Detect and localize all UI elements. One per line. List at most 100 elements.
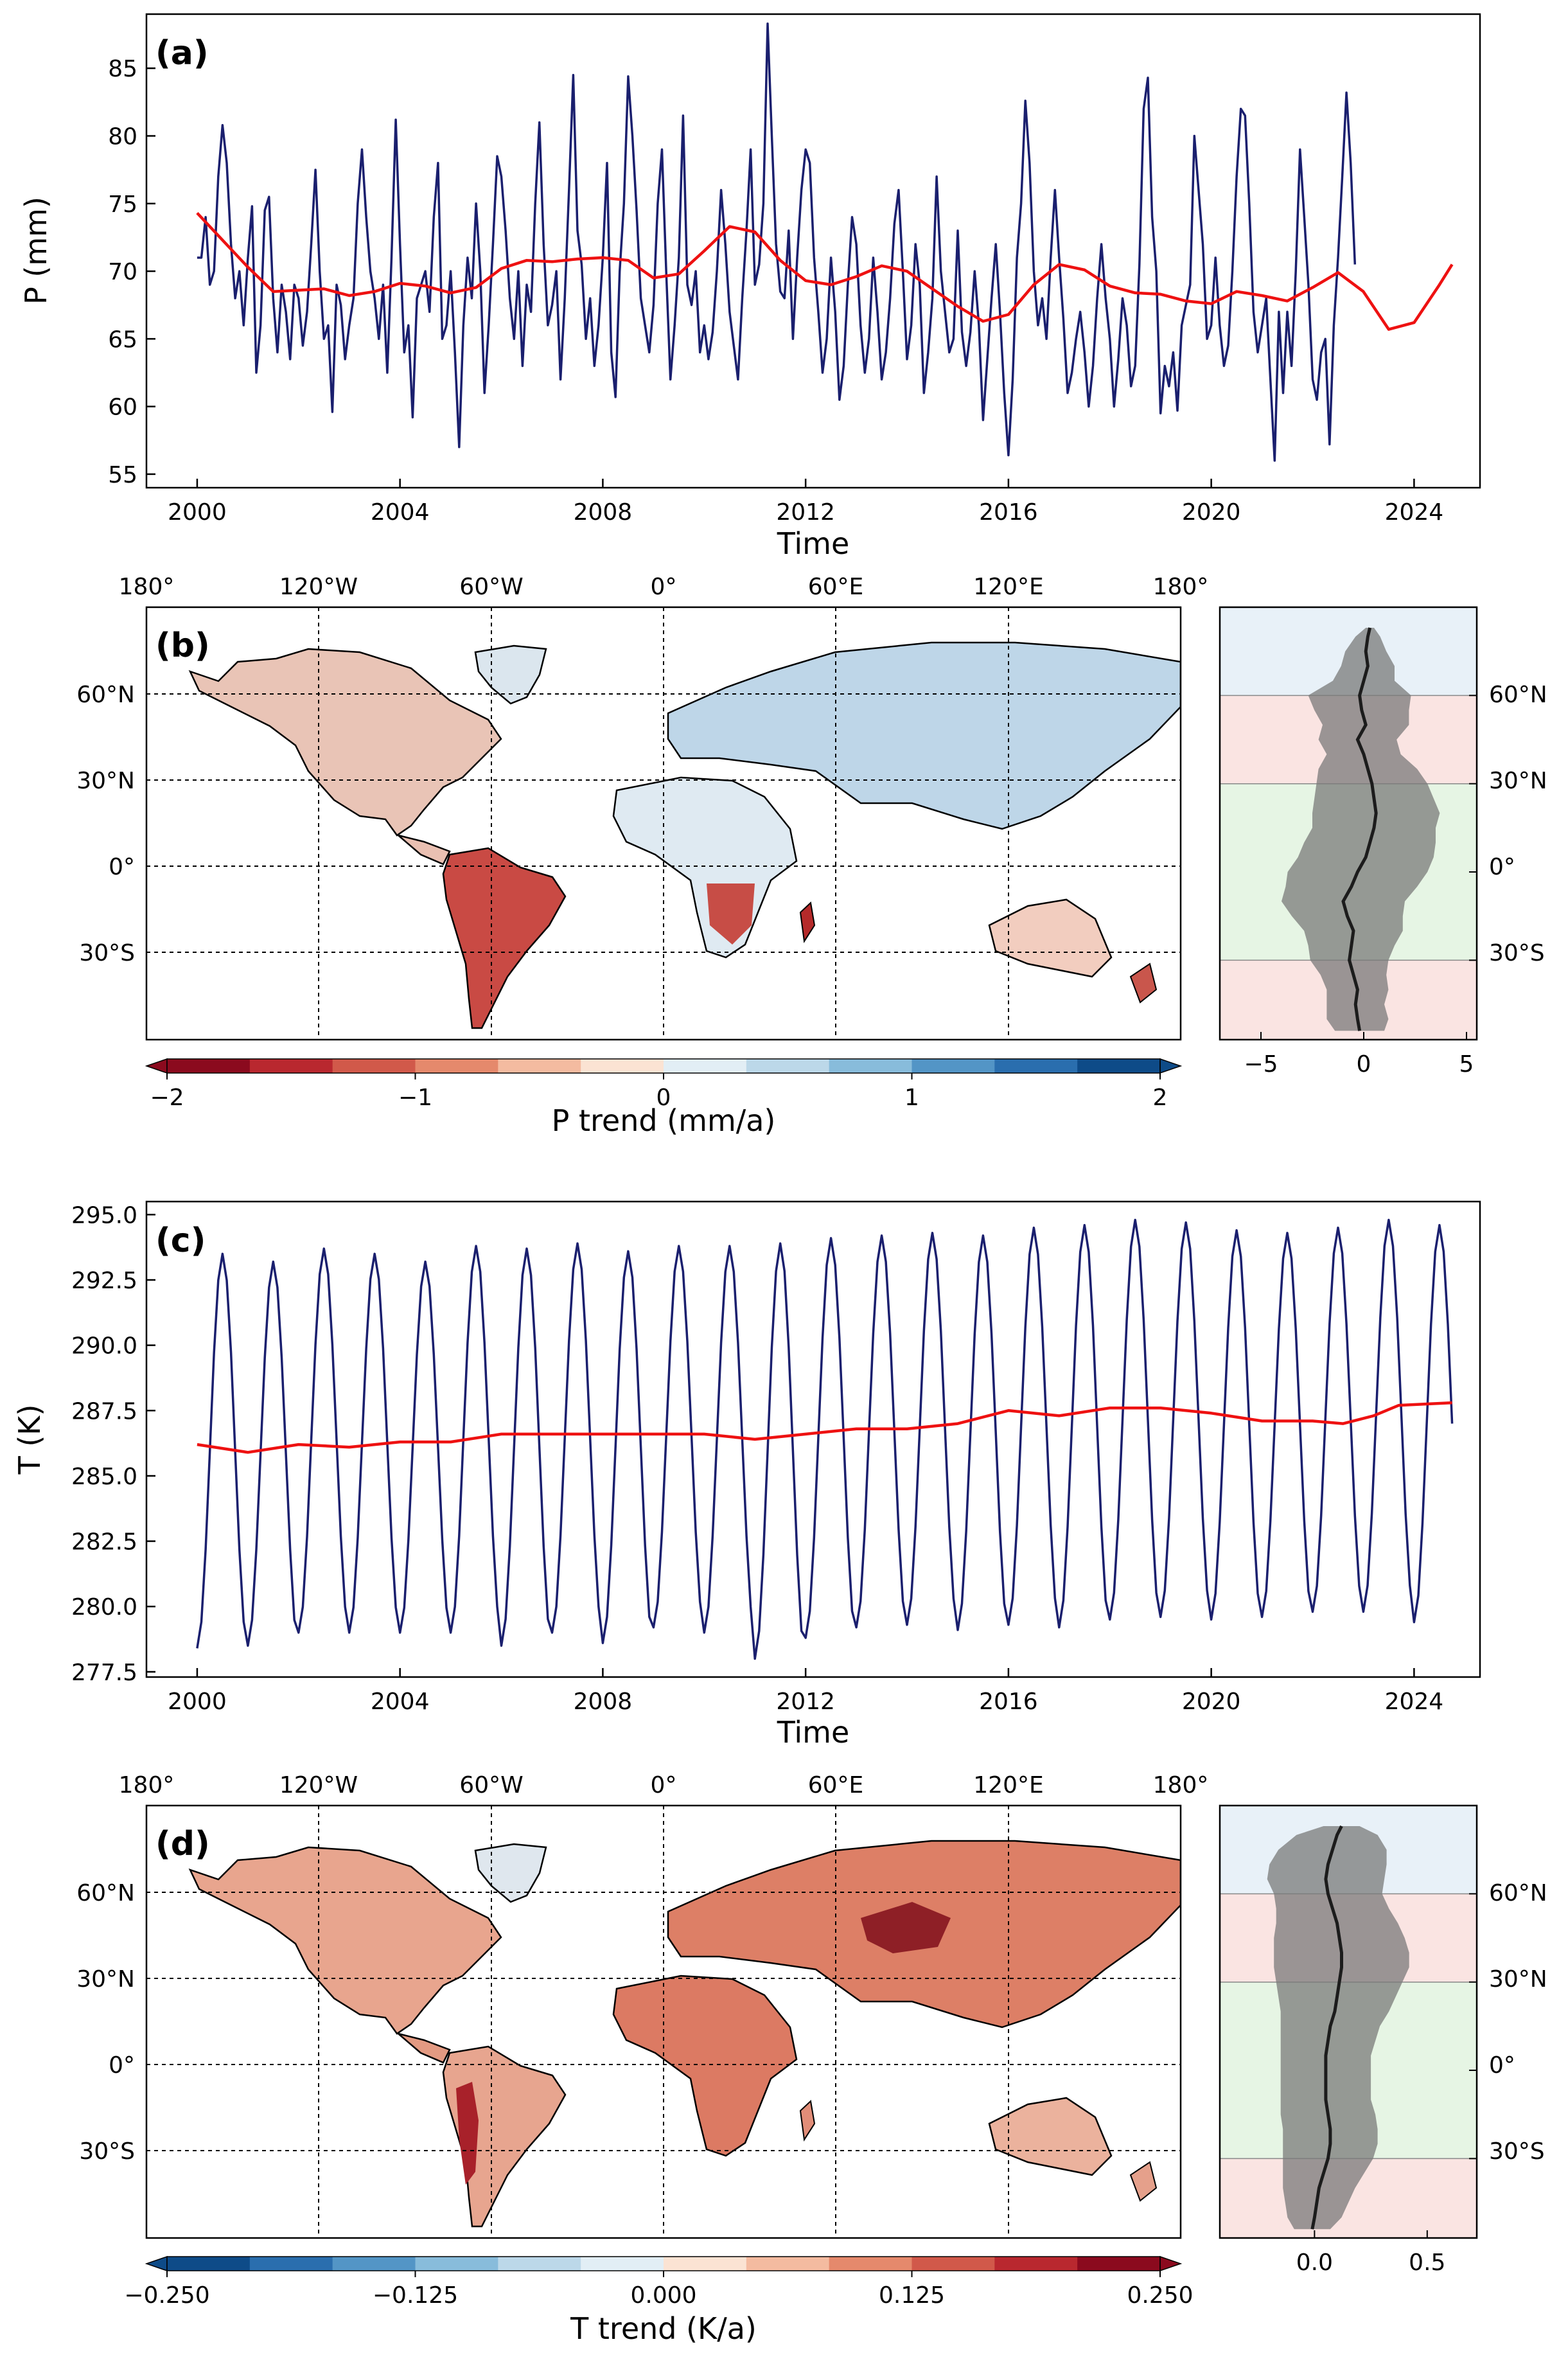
- colorbar-extend-high: [1159, 1058, 1183, 1074]
- x-tick-label: 2008: [574, 1689, 633, 1715]
- y-tick-label: 295.0: [71, 1202, 137, 1229]
- colorbar-segment: [498, 1059, 581, 1073]
- colorbar-segment: [746, 1059, 830, 1073]
- x-tick-label: 2020: [1182, 1689, 1241, 1715]
- lat-tick: 30°N: [76, 768, 135, 794]
- profile-d-lat-ticks: 60°N 30°N 0° 30°S: [1489, 1880, 1547, 2165]
- panel-a-x-ticks: 2000 2004 2008 2012 2016 2020 2024: [168, 479, 1443, 526]
- lon-tick: 120°W: [279, 1772, 358, 1798]
- lon-tick: 0°: [651, 574, 677, 600]
- x-tick-label: 2000: [168, 499, 227, 526]
- panel-d-gridlines: [146, 1806, 1181, 2238]
- colorbar-segment: [498, 2257, 581, 2271]
- lat-tick: 30°S: [79, 2138, 135, 2165]
- colorbar-segment: [581, 2257, 664, 2271]
- colorbar-b-segments: [145, 1058, 1183, 1074]
- colorbar-extend-low: [145, 1058, 168, 1074]
- colorbar-tick-label: −1: [398, 1085, 432, 1111]
- y-tick-label: 277.5: [71, 1660, 137, 1686]
- x-tick-label: 2008: [574, 499, 633, 526]
- andes-warming: [456, 2082, 479, 2185]
- lon-tick: 60°E: [808, 574, 864, 600]
- profile-lat-tick: 30°N: [1489, 768, 1547, 794]
- colorbar-segment: [1077, 1059, 1161, 1073]
- profile-x-tick-label: −5: [1244, 1051, 1278, 1078]
- profile-b-lat-ticks: 60°N 30°N 0° 30°S: [1489, 682, 1547, 966]
- panel-c-y-ticks: 277.5 280.0 282.5 285.0 287.5 290.0 292.5 295.0: [71, 1202, 155, 1686]
- colorbar-segment: [994, 1059, 1078, 1073]
- colorbar-segment: [1077, 2257, 1161, 2271]
- colorbar-segment: [332, 1059, 416, 1073]
- colorbar-segment: [167, 2257, 251, 2271]
- profile-x-tick-label: 5: [1459, 1051, 1474, 1078]
- temp-monthly-series: [196, 1218, 1454, 1660]
- colorbar-tick-label: 0.250: [1127, 2282, 1193, 2309]
- panel-c-label: (c): [155, 1221, 206, 1260]
- y-tick-label: 290.0: [71, 1333, 137, 1360]
- colorbar-extend-low: [145, 2255, 168, 2272]
- madagascar: [799, 901, 816, 943]
- colorbar-segment: [664, 2257, 747, 2271]
- colorbar-tick-label: 0: [656, 1085, 671, 1111]
- panel-b-label: (b): [155, 626, 210, 665]
- profile-d-frame: [1219, 1804, 1478, 2239]
- profile-x-tick-label: 0.5: [1409, 2250, 1445, 2276]
- precip-moving-average: [196, 211, 1454, 331]
- y-tick-label: 85: [108, 56, 137, 82]
- x-tick-label: 2020: [1182, 499, 1241, 526]
- y-tick-label: 80: [108, 124, 137, 150]
- lon-tick: 180°: [119, 574, 175, 600]
- y-tick-label: 75: [108, 191, 137, 218]
- profile-lat-tick: 30°S: [1489, 2138, 1545, 2165]
- y-tick-label: 60: [108, 395, 137, 421]
- colorbar-segment: [912, 1059, 995, 1073]
- profile-d-x-ticks: 0.0 0.5: [1296, 1893, 1477, 2276]
- panel-d-label: (d): [155, 1825, 210, 1863]
- panel-d-profile: 0.0 0.5 60°N 30°N 0° 30°S: [1219, 1804, 1547, 2276]
- x-tick-label: 2016: [979, 499, 1038, 526]
- north-america: [188, 1846, 502, 2035]
- colorbar-segment: [994, 2257, 1078, 2271]
- y-tick-label: 285.0: [71, 1464, 137, 1490]
- colorbar-segment: [912, 2257, 995, 2271]
- lon-tick: 60°W: [459, 574, 523, 600]
- panel-d-lon-ticks: 180° 120°W 60°W 0° 60°E 120°E 180°: [119, 1772, 1209, 1798]
- panel-c-frame: [145, 1200, 1481, 1678]
- colorbar-segment: [249, 1059, 333, 1073]
- australia: [988, 2097, 1113, 2176]
- lat-tick: 0°: [109, 854, 135, 880]
- panel-a-y-ticks: 55 60 65 70 75 80 85: [108, 56, 155, 488]
- colorbar-b-label: P trend (mm/a): [552, 1103, 776, 1138]
- colorbar-d-ticks: −0.250 −0.125 0.000 0.125 0.250: [124, 2271, 1194, 2309]
- south-america: [442, 847, 567, 1029]
- colorbar-b-ticks: −2 −1 0 1 2: [150, 1073, 1167, 1111]
- x-tick-label: 2024: [1385, 1689, 1444, 1715]
- colorbar-d-label: T trend (K/a): [570, 2311, 757, 2346]
- panel-d-map: 180° 120°W 60°W 0° 60°E 120°E 180° 60°N …: [76, 1772, 1209, 2239]
- eurasia: [667, 641, 1181, 830]
- profile-lat-tick: 30°S: [1489, 940, 1545, 966]
- colorbar-segment: [829, 2257, 912, 2271]
- lat-tick: 0°: [109, 2052, 135, 2079]
- greenland: [474, 644, 547, 705]
- north-america: [188, 648, 502, 837]
- lon-tick: 60°W: [459, 1772, 523, 1798]
- lon-tick: 180°: [1153, 574, 1209, 600]
- lat-tick: 60°N: [76, 682, 135, 708]
- temp-moving-average: [197, 1401, 1452, 1454]
- precip-monthly-series: [197, 22, 1357, 462]
- lon-tick: 180°: [119, 1772, 175, 1798]
- panel-b-gridlines: [146, 607, 1181, 1040]
- y-tick-label: 287.5: [71, 1398, 137, 1425]
- colorbar-tick-label: 0.000: [630, 2282, 696, 2309]
- y-tick-label: 55: [108, 462, 137, 488]
- central-america: [398, 834, 451, 866]
- profile-b-frame: [1219, 606, 1478, 1041]
- lon-tick: 120°E: [973, 1772, 1043, 1798]
- profile-lat-tick: 0°: [1489, 854, 1515, 880]
- colorbar-segment: [249, 2257, 333, 2271]
- colorbar-segment: [664, 1059, 747, 1073]
- new-zealand: [1129, 963, 1158, 1004]
- panel-d-colorbar: −0.250 −0.125 0.000 0.125 0.250 T trend (K/a…: [124, 2255, 1194, 2346]
